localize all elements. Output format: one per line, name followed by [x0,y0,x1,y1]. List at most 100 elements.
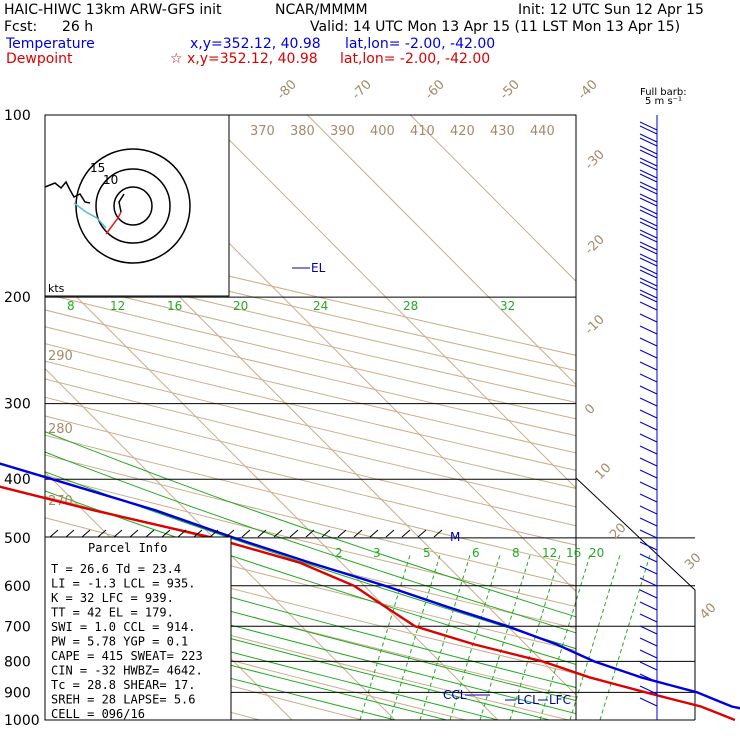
dry-adiabat-line [45,343,576,471]
parcel-info-row: Tc = 28.8 SHEAR= 17. [51,678,196,692]
mixing-ratio-label: 20 [589,546,604,560]
theta-label: 430 [490,124,515,139]
wind-barbs [639,115,658,720]
moist-adiabat-line [45,602,499,720]
hatch-tick [177,529,187,538]
fcst-value: 26 h [62,19,93,35]
temperature-xy: x,y=352.12, 40.98 [190,36,321,52]
dry-adiabat-line [45,474,576,608]
lcl-label: LCL [517,693,539,707]
pressure-tick-label: 800 [4,654,31,670]
hatch-tick [273,529,283,538]
pressure-tick-label: 400 [4,472,31,488]
moist-adiabat-line [45,451,576,634]
el-label: EL [311,261,326,275]
wind-barb [639,169,658,179]
dry-adiabat-line [45,610,466,720]
temperature-legend-label: Temperature [5,36,95,52]
wind-barb [639,185,658,195]
wind-barb [639,173,658,183]
isotherm-label: -70 [349,77,375,103]
isotherm-label: -50 [497,77,523,103]
org-label: NCAR/MMMM [275,2,368,18]
hodograph-units: kts [48,282,65,295]
wind-barb [639,445,658,455]
isotherm-label: 20 [607,521,629,543]
wind-barb [639,505,658,515]
wind-barb [639,361,658,371]
wind-barb [639,209,658,219]
pressure-tick-label: 600 [4,579,31,595]
hatch-tick [289,529,299,538]
moist-adiabat-line [45,431,576,618]
hodograph: 15 10 kts [44,114,230,297]
wind-barb [639,149,658,159]
wind-barb [639,685,658,695]
wind-barb [639,565,658,575]
hatch-tick [433,529,443,538]
isotherm-label: 40 [697,601,719,623]
moist-adiabat-line [45,490,576,666]
hatch-tick [209,529,219,538]
parcel-info-row: CIN = -32 HWBZ= 4642. [51,664,203,678]
wind-barb [639,325,658,335]
hodograph-trace-black [44,180,91,204]
mixing-ratio-label: 12 [542,546,557,560]
wind-barb [639,397,658,407]
hatch-tick [161,529,171,538]
wind-barb [639,205,658,215]
dry-adiabat-line [45,261,576,387]
wind-barb [639,145,658,155]
temperature-latlon: lat,lon= -2.00, -42.00 [345,36,495,52]
hatch-tick [353,529,363,538]
hodograph-frame [44,114,230,297]
hatch-tick [321,529,331,538]
mixing-ratio-line [599,554,651,720]
dry-adiabat-line [45,585,569,720]
wind-barb [639,233,658,243]
wind-barb [639,217,658,227]
wind-barb [639,313,658,323]
isotherm-label: -30 [582,147,608,173]
hatch-tick [385,529,395,538]
wind-barb [639,409,658,419]
hodograph-ring-label-15: 15 [90,161,105,175]
ccl-label: CCL [443,688,467,702]
moist-adiabat-line [45,471,576,650]
mixing-ratio-label: 12 [110,299,125,313]
dry-adiabat-line [45,326,576,454]
parcel-info-box: Parcel Info T = 26.6 Td = 23.4LI = -1.3 … [44,529,443,721]
wind-barb [639,137,658,147]
isotherm-label: -10 [582,312,608,338]
moist-adiabat-line [45,616,447,720]
mixing-ratio-label: 5 [423,546,431,560]
pressure-axis-labels: 100 200 300 400 500 600 700 800 900 1000 [4,108,40,729]
temperature-profile [0,462,740,710]
dewpoint-latlon: lat,lon= -2.00, -42.00 [340,51,490,67]
wind-barb [639,221,658,231]
lfc-label: LFC [549,693,571,707]
wind-barb [639,577,658,587]
hatch-tick [417,529,427,538]
isotherm-label: -20 [582,232,608,258]
wind-barb [639,373,658,383]
wind-barb [639,469,658,479]
isotherm-label: -80 [274,77,300,103]
hatch-tick [225,529,235,538]
m-label: M [450,530,460,544]
isotherm-label: 10 [592,461,614,483]
wind-barb [639,493,658,503]
wind-barb [639,193,658,203]
mixing-ratio-label: 16 [566,546,581,560]
mixing-ratio-label: 32 [500,299,515,313]
fcst-label: Fcst: [4,19,37,35]
hatch-tick [241,529,251,538]
hatch-tick [97,529,107,538]
hatch-tick [81,529,91,538]
mixing-ratio-label: 2 [335,546,343,560]
parcel-info-row: T = 26.6 Td = 23.4 [51,562,181,576]
dry-adiabat-line [45,246,576,372]
hatch-tick [257,529,267,538]
hatch-tick [337,529,347,538]
